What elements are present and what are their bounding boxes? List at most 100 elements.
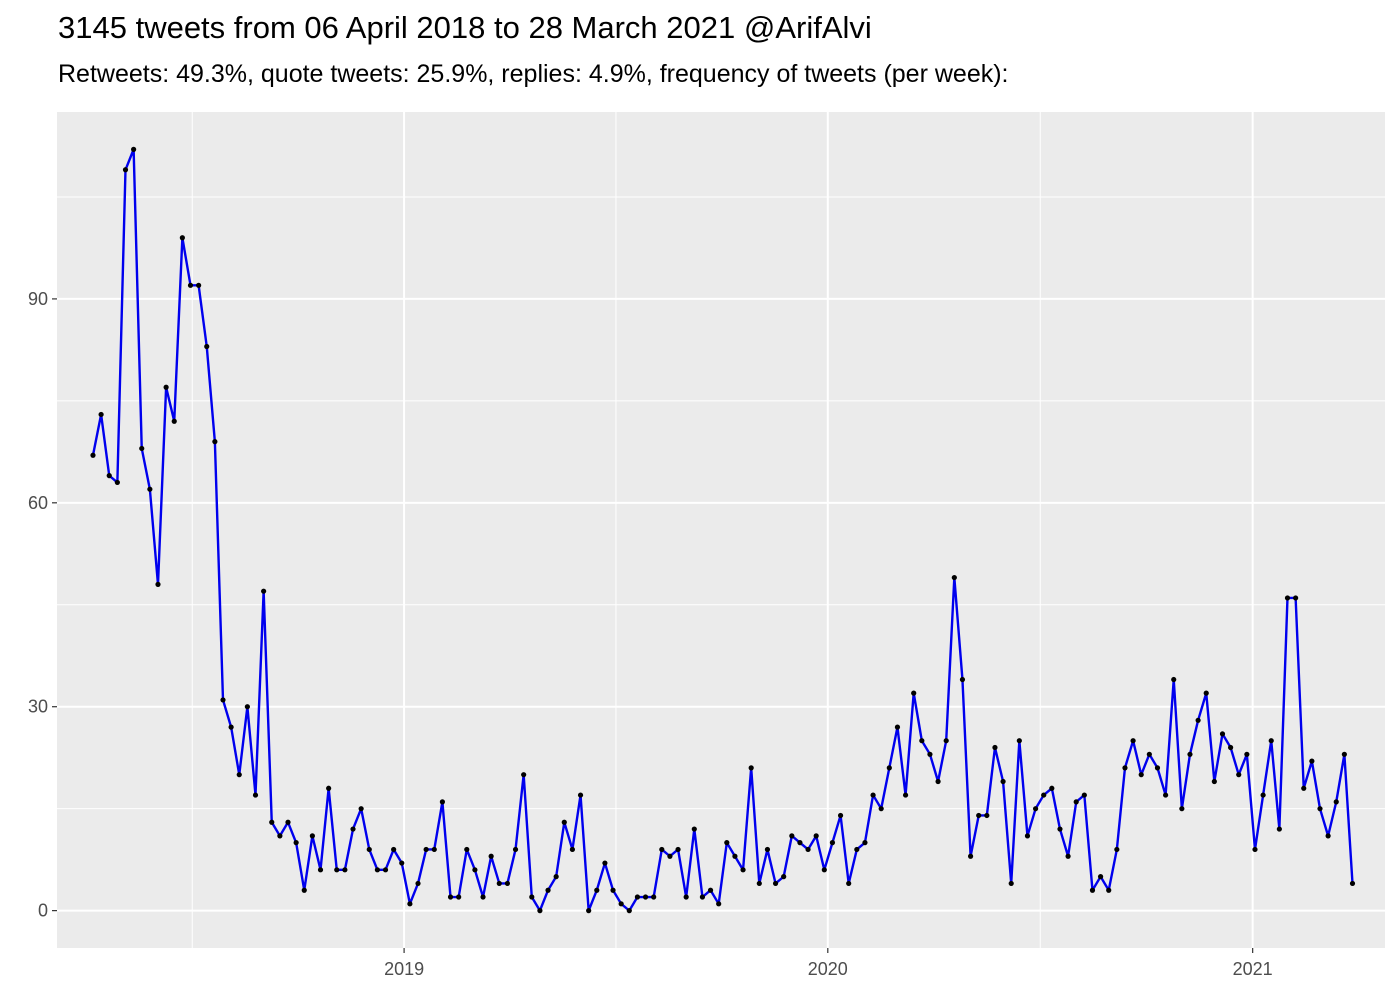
- x-axis: 2019 2020 2021: [384, 948, 1273, 979]
- data-point: [797, 840, 803, 846]
- y-tick-label: 30: [28, 697, 48, 717]
- x-tick-label: 2020: [808, 959, 848, 979]
- data-point: [1236, 772, 1242, 778]
- data-point: [976, 812, 982, 819]
- data-point: [423, 846, 429, 853]
- data-point: [789, 833, 795, 839]
- data-point: [179, 235, 185, 241]
- data-point: [561, 819, 567, 825]
- major-gridlines: [57, 112, 1385, 948]
- data-point: [659, 846, 665, 853]
- data-point: [374, 867, 380, 873]
- data-point: [285, 819, 291, 825]
- data-point: [602, 860, 608, 866]
- data-point: [244, 704, 250, 710]
- data-point: [943, 738, 949, 744]
- data-point: [1268, 738, 1274, 744]
- y-tick-label: 0: [38, 901, 48, 921]
- y-tick-label: 90: [28, 289, 48, 309]
- data-point: [1228, 744, 1234, 751]
- data-point: [651, 894, 657, 900]
- data-point: [1089, 887, 1096, 893]
- data-point: [391, 846, 397, 853]
- data-point: [1349, 880, 1356, 887]
- data-point: [1049, 785, 1055, 791]
- chart-subtitle: Retweets: 49.3%, quote tweets: 25.9%, re…: [58, 60, 1009, 88]
- data-point: [886, 765, 892, 771]
- chart-title: 3145 tweets from 06 April 2018 to 28 Mar…: [58, 10, 872, 45]
- data-point: [1163, 792, 1169, 798]
- data-point: [407, 901, 413, 907]
- data-point: [171, 418, 177, 424]
- data-point: [951, 574, 957, 581]
- data-point: [261, 588, 267, 594]
- data-point: [1333, 799, 1339, 805]
- data-point: [1195, 717, 1201, 723]
- data-point: [927, 751, 933, 757]
- data-point: [1065, 853, 1071, 859]
- data-point: [1179, 806, 1185, 812]
- data-point: [1203, 690, 1209, 696]
- data-point: [724, 840, 730, 846]
- data-point: [147, 486, 153, 492]
- data-point: [1211, 778, 1217, 785]
- series-layer: [90, 146, 1356, 914]
- data-point: [691, 826, 697, 832]
- data-point: [350, 826, 356, 832]
- data-point: [683, 894, 689, 900]
- data-point: [1260, 792, 1266, 798]
- data-point: [326, 785, 332, 791]
- data-point: [204, 343, 210, 350]
- data-point: [98, 411, 104, 418]
- data-point: [334, 867, 340, 873]
- data-point: [1325, 833, 1331, 839]
- data-point: [1309, 758, 1315, 764]
- data-point: [862, 840, 868, 846]
- data-point: [1276, 826, 1282, 832]
- data-point: [293, 840, 299, 846]
- data-point: [1081, 792, 1087, 798]
- data-point: [781, 874, 787, 880]
- data-point: [935, 778, 941, 785]
- data-point: [1024, 833, 1031, 839]
- data-point: [187, 282, 194, 288]
- data-point: [220, 697, 226, 703]
- data-point: [415, 880, 421, 887]
- data-point: [1301, 785, 1307, 791]
- data-point: [537, 908, 543, 914]
- data-point: [1293, 595, 1299, 601]
- data-point: [1187, 751, 1193, 757]
- data-point: [131, 146, 137, 152]
- data-point: [764, 846, 771, 853]
- data-point: [967, 853, 974, 859]
- data-point: [846, 880, 852, 887]
- data-point: [569, 846, 576, 853]
- data-point: [512, 846, 519, 853]
- data-point: [618, 901, 624, 907]
- data-point: [366, 846, 372, 853]
- data-point: [1097, 874, 1104, 880]
- data-point: [480, 894, 486, 900]
- data-point: [1008, 880, 1014, 887]
- data-point: [106, 473, 112, 479]
- data-point: [805, 846, 811, 853]
- data-point: [439, 799, 445, 805]
- data-point: [1122, 765, 1128, 771]
- data-point: [301, 887, 307, 893]
- data-point: [196, 282, 202, 288]
- data-point: [699, 894, 706, 900]
- data-point: [1032, 806, 1039, 812]
- data-point: [496, 880, 502, 887]
- data-point: [1146, 751, 1152, 757]
- data-point: [545, 887, 551, 893]
- data-point: [1130, 738, 1136, 744]
- x-tick-label: 2021: [1233, 959, 1273, 979]
- data-point: [837, 812, 844, 819]
- data-point: [902, 792, 909, 798]
- data-point: [992, 744, 998, 751]
- data-point: [1073, 799, 1079, 805]
- data-point: [854, 846, 860, 853]
- data-point: [716, 901, 722, 907]
- data-point: [756, 880, 762, 887]
